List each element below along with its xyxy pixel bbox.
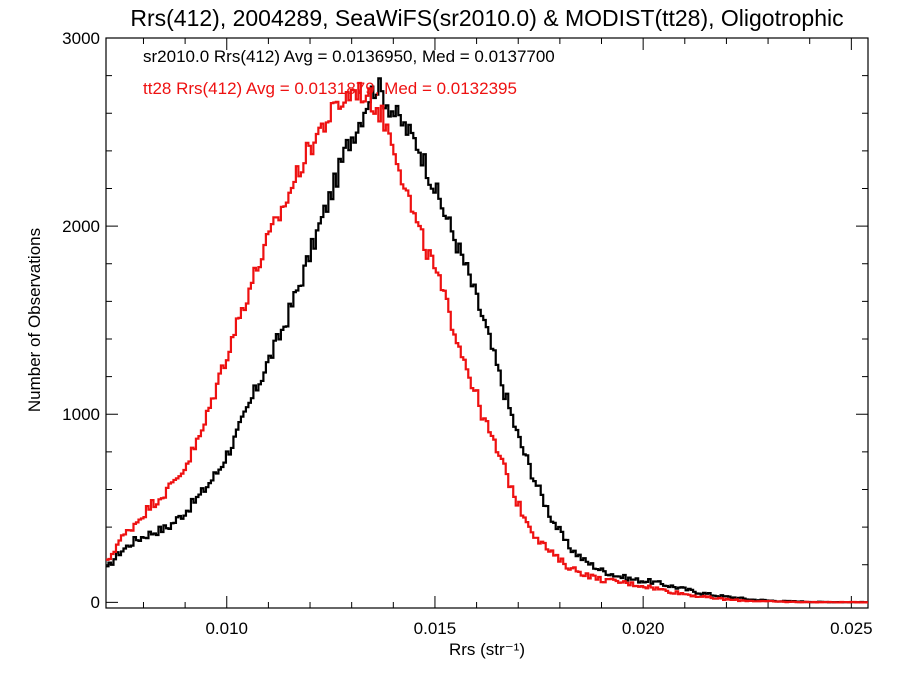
x-tick-label: 0.015 — [414, 619, 457, 638]
y-axis-label: Number of Observations — [25, 228, 44, 412]
annotation-red-series: tt28 Rrs(412) Avg = 0.0131879, Med = 0.0… — [143, 79, 517, 98]
x-tick-label: 0.025 — [830, 619, 873, 638]
chart-title: Rrs(412), 2004289, SeaWiFS(sr2010.0) & M… — [130, 5, 843, 31]
series-layer — [106, 77, 868, 604]
axis-ticks — [106, 37, 868, 608]
axis-tick-labels: 0.010 0.015 0.020 0.025 0 1000 2000 3000 — [62, 29, 872, 638]
series-tt28-histogram — [106, 81, 868, 604]
y-tick-label: 2000 — [62, 217, 100, 236]
annotation-black-series: sr2010.0 Rrs(412) Avg = 0.0136950, Med =… — [143, 47, 555, 66]
y-tick-label: 0 — [91, 593, 100, 612]
plot-frame — [105, 37, 869, 609]
y-tick-label: 3000 — [62, 29, 100, 48]
x-tick-label: 0.020 — [622, 619, 665, 638]
x-tick-label: 0.010 — [205, 619, 248, 638]
series-sr2010-histogram — [106, 77, 868, 604]
y-tick-label: 1000 — [62, 405, 100, 424]
x-axis-label: Rrs (str⁻¹) — [449, 640, 525, 659]
